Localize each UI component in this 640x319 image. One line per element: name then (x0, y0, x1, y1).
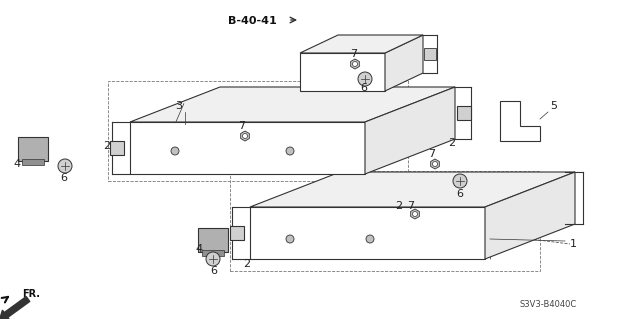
FancyArrow shape (0, 297, 30, 319)
Text: 2: 2 (243, 259, 250, 269)
Text: 7: 7 (350, 49, 357, 59)
Text: 6: 6 (60, 173, 67, 183)
Circle shape (413, 211, 417, 217)
Text: 7: 7 (238, 121, 245, 131)
Text: 2: 2 (103, 141, 110, 151)
Text: 6: 6 (210, 266, 217, 276)
Text: 6: 6 (360, 83, 367, 93)
Bar (457, 106, 471, 120)
Circle shape (353, 62, 358, 66)
Circle shape (366, 235, 374, 243)
Bar (198, 228, 228, 252)
Polygon shape (300, 35, 423, 53)
Text: B-40-41: B-40-41 (228, 16, 276, 26)
Polygon shape (385, 35, 423, 91)
Circle shape (243, 133, 248, 138)
Bar (110, 141, 124, 155)
Text: 3: 3 (175, 101, 182, 111)
Text: FR.: FR. (22, 289, 40, 299)
Text: 4: 4 (13, 159, 20, 169)
Polygon shape (130, 87, 455, 122)
Bar (202, 250, 224, 256)
Circle shape (433, 161, 438, 167)
Text: 6: 6 (456, 189, 463, 199)
Bar (424, 48, 436, 60)
Text: 5: 5 (550, 101, 557, 111)
Text: 7: 7 (407, 201, 414, 211)
Bar (108, 81, 408, 181)
Polygon shape (250, 207, 485, 259)
Text: 7: 7 (428, 149, 435, 159)
Polygon shape (411, 209, 419, 219)
Polygon shape (351, 59, 359, 69)
Polygon shape (250, 172, 575, 207)
Polygon shape (485, 172, 575, 259)
Polygon shape (300, 53, 385, 91)
Text: 4: 4 (195, 244, 202, 254)
Text: 1: 1 (570, 239, 577, 249)
Text: S3V3-B4040C: S3V3-B4040C (520, 300, 577, 309)
Circle shape (286, 147, 294, 155)
Bar (230, 226, 244, 240)
Polygon shape (365, 87, 455, 174)
Bar (22, 159, 44, 165)
Circle shape (453, 174, 467, 188)
Text: 2: 2 (448, 138, 455, 148)
Circle shape (58, 159, 72, 173)
Circle shape (206, 252, 220, 266)
Circle shape (286, 235, 294, 243)
Bar (230, 171, 540, 271)
Bar (18, 137, 48, 161)
Text: 2: 2 (395, 201, 402, 211)
Polygon shape (241, 131, 250, 141)
Polygon shape (431, 159, 439, 169)
Circle shape (171, 147, 179, 155)
Polygon shape (130, 122, 365, 174)
Circle shape (358, 72, 372, 86)
